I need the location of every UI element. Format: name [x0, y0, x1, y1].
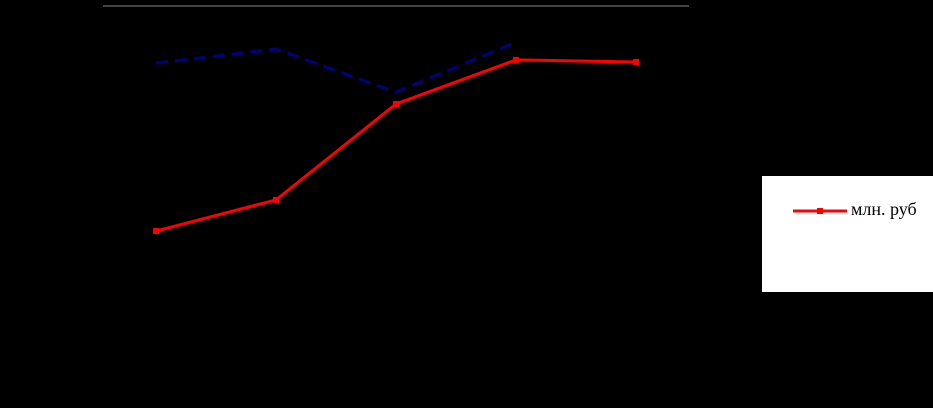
point-marker [633, 59, 639, 65]
point-marker [513, 56, 519, 63]
series-line [155, 40, 517, 94]
point-marker [153, 228, 159, 235]
legend [762, 176, 933, 292]
point-marker [393, 101, 399, 107]
legend-marker [817, 208, 823, 214]
legend-label: млн. руб [851, 199, 917, 219]
point-marker [273, 196, 279, 203]
